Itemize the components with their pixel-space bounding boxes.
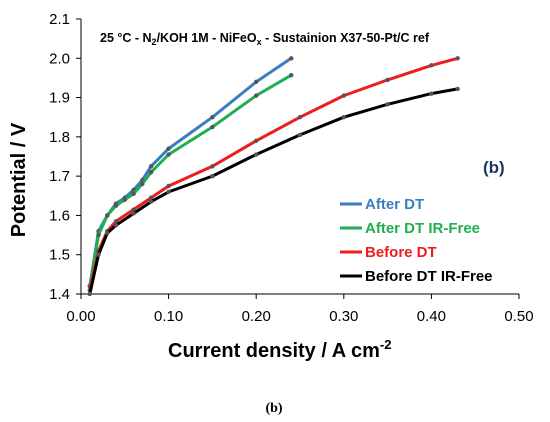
data-point xyxy=(113,223,119,228)
x-axis-title-sup: -2 xyxy=(380,337,392,352)
data-point xyxy=(166,183,171,189)
data-point xyxy=(429,91,434,96)
y-tick-label: 1.4 xyxy=(49,286,70,303)
data-point xyxy=(148,164,154,169)
data-point xyxy=(455,86,460,92)
data-point xyxy=(385,77,390,83)
figure-caption: (b) xyxy=(265,401,282,416)
data-point xyxy=(254,152,259,157)
axes xyxy=(76,18,520,299)
data-point xyxy=(289,56,294,61)
x-tick-label: 0.40 xyxy=(417,308,446,325)
data-point xyxy=(297,132,303,138)
chart-title-sub2: x xyxy=(257,37,262,47)
data-point xyxy=(166,146,171,151)
x-tick-label: 0.30 xyxy=(329,308,358,325)
data-point xyxy=(131,191,136,197)
x-tick-label: 0.20 xyxy=(242,308,271,325)
legend: After DT After DT IR-Free Before DT Before … xyxy=(340,196,493,285)
chart-title-mid: /KOH 1M - NiFeO xyxy=(157,31,257,45)
series-line-before-dt-ir-free xyxy=(88,87,460,296)
y-axis-title: Potential / V xyxy=(8,122,30,237)
legend-label-after-dt-ir-free: After DT IR-Free xyxy=(365,220,480,237)
series-line-after-dt-ir-free xyxy=(88,73,293,288)
data-point xyxy=(122,197,128,202)
data-point xyxy=(210,173,215,179)
y-tick-label: 1.6 xyxy=(49,207,70,224)
data-point xyxy=(210,124,215,130)
y-tick-label: 1.9 xyxy=(49,90,70,107)
data-point xyxy=(289,72,294,78)
y-tick-labels: 1.4 1.5 1.6 1.7 1.8 1.9 2.0 2.1 xyxy=(49,11,70,303)
data-point xyxy=(254,93,259,98)
y-tick-label: 1.5 xyxy=(49,247,70,264)
series-before-dt-ir-free xyxy=(87,86,460,297)
panel-label: (b) xyxy=(483,158,505,177)
legend-label-after-dt: After DT xyxy=(365,196,424,213)
y-tick-label: 1.7 xyxy=(49,168,70,185)
data-point xyxy=(131,211,136,216)
series-group xyxy=(87,56,460,297)
series-before-dt xyxy=(87,56,460,293)
data-point xyxy=(96,232,101,238)
y-tick-label: 2.0 xyxy=(49,50,70,67)
x-axis-title: Current density / A cm-2 xyxy=(168,337,391,362)
data-point xyxy=(341,93,346,98)
data-point xyxy=(166,152,171,157)
x-tick-label: 0.10 xyxy=(154,308,183,325)
series-after-dt-ir-free xyxy=(87,72,294,289)
data-point xyxy=(429,63,434,68)
data-point xyxy=(385,102,390,107)
data-point xyxy=(105,230,110,236)
y-tick-label: 2.1 xyxy=(49,11,70,28)
chart-title: 25 °C - N2/KOH 1M - NiFeOx - Sustainion … xyxy=(100,31,430,47)
data-point xyxy=(297,115,303,120)
data-point xyxy=(113,203,119,208)
x-tick-labels: 0.00 0.10 0.20 0.30 0.40 0.50 xyxy=(66,308,533,325)
data-point xyxy=(140,181,145,187)
data-point xyxy=(210,164,215,169)
y-tick-label: 1.8 xyxy=(49,129,70,146)
legend-label-before-dt: Before DT xyxy=(365,244,437,261)
chart-title-sub1: 2 xyxy=(152,37,157,47)
data-point xyxy=(254,138,259,143)
data-point xyxy=(96,252,101,257)
data-point xyxy=(87,291,92,297)
chart-title-post: - Sustainion X37-50-Pt/C ref xyxy=(262,31,430,45)
data-point xyxy=(210,115,215,120)
data-point xyxy=(113,219,119,224)
chart-title-pre: 25 °C - N xyxy=(100,31,152,45)
data-point xyxy=(166,189,171,195)
data-point xyxy=(341,115,346,120)
legend-label-before-dt-ir-free: Before DT IR-Free xyxy=(365,268,493,285)
data-point xyxy=(148,195,154,200)
data-point xyxy=(105,213,110,218)
data-point xyxy=(148,170,154,175)
series-line-before-dt xyxy=(88,56,460,292)
x-axis-title-main: Current density / A cm xyxy=(168,340,380,362)
data-point xyxy=(131,207,136,212)
data-point xyxy=(148,199,154,204)
x-tick-label: 0.50 xyxy=(504,308,533,325)
data-point xyxy=(455,56,460,61)
data-point xyxy=(254,79,259,85)
x-tick-label: 0.00 xyxy=(66,308,95,325)
